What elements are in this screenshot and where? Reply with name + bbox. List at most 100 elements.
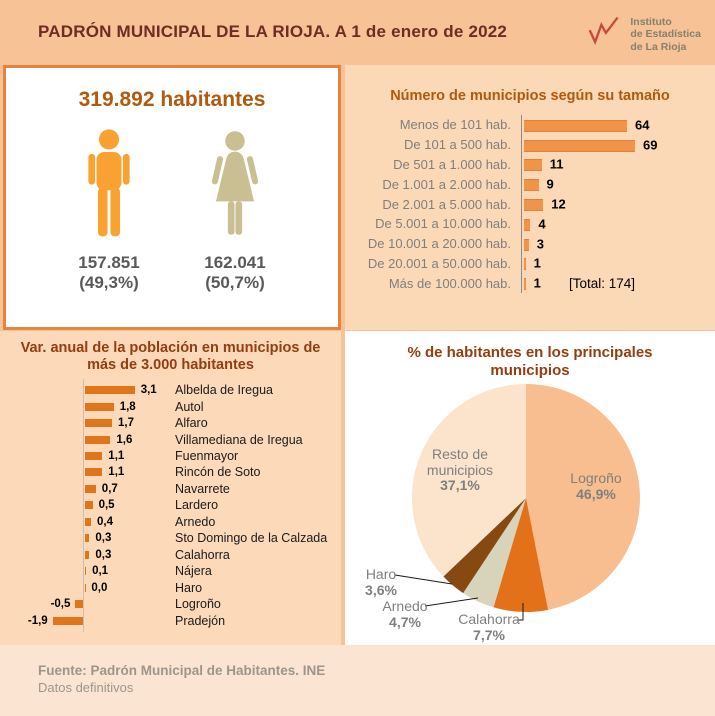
pie-slice-resto-de-municipios	[411, 384, 526, 577]
bar	[84, 468, 103, 477]
bar-row: De 1.001 a 2.000 hab. 9	[345, 174, 715, 195]
pie-leader-line	[424, 597, 479, 607]
footer: Fuente: Padrón Municipal de Habitantes. …	[0, 645, 715, 716]
bar-row: De 101 a 500 hab. 69	[345, 134, 715, 155]
bar-value-label: 3	[536, 236, 545, 252]
variation-chart-title: Var. anual de la población en municipios…	[20, 340, 321, 373]
bar-category-label: Pradejón	[175, 613, 226, 628]
bar-row: 1,8 Autol	[0, 398, 341, 414]
bar-category-label: Albelda de Iregua	[175, 383, 273, 398]
bar-row: 0,3 Sto Domingo de la Calzada	[0, 530, 341, 546]
bar-track: 1	[521, 273, 715, 294]
bar-row: 0,1 Nájera	[0, 563, 341, 579]
bar-value-label: 1,6	[116, 433, 133, 446]
bar	[524, 258, 526, 271]
bar-value-label: 12	[551, 196, 566, 212]
bar	[524, 278, 526, 291]
bar-category-label: Lardero	[175, 498, 219, 513]
logo-text: Instituto de Estadística de La Rioja	[630, 16, 701, 54]
bar	[84, 435, 111, 444]
bar-category-label: Alfaro	[175, 416, 208, 431]
bar-value-label: 69	[643, 137, 658, 153]
bar-category-label: De 20.001 a 50.000 hab.	[367, 255, 511, 271]
bar	[84, 501, 93, 510]
bar-category-label: De 501 a 1.000 hab.	[393, 156, 511, 172]
bar-value-label: 0,0	[91, 581, 108, 594]
pie-label-pct: 37,1%	[440, 477, 480, 493]
logo-line-2: de Estadística	[630, 28, 701, 41]
logo: Instituto de Estadística de La Rioja	[587, 13, 701, 56]
footer-source: Fuente: Padrón Municipal de Habitantes. …	[38, 663, 326, 678]
pie-leader-line	[394, 574, 453, 585]
pie-label-logro-o: Logroño 46,9%	[536, 470, 656, 502]
variation-chart-axis	[83, 379, 84, 632]
male-figure: 157.851 (49,3%)	[53, 128, 165, 293]
pie-chart-panel: % de habitantes en los principales munic…	[345, 331, 715, 645]
logo-line-1: Instituto	[630, 15, 672, 28]
male-pct: (49,3%)	[79, 273, 139, 292]
bar-value-label: 64	[635, 117, 650, 133]
bar-row: 1,6 Villamediana de Iregua	[0, 431, 341, 447]
bar-row: 0,4 Arnedo	[0, 514, 341, 530]
bar	[75, 600, 84, 609]
pie-label-pct: 3,6%	[365, 581, 397, 598]
bar	[524, 218, 531, 231]
footer-note: Datos definitivos	[38, 680, 134, 695]
bar	[524, 139, 635, 152]
bar	[524, 199, 544, 212]
bar-value-label: 11	[549, 156, 564, 172]
bar-value-label: 0,1	[92, 565, 109, 578]
bar-value-label: 3,1	[140, 384, 157, 397]
bar	[84, 386, 135, 395]
bar-row: 0,3 Calahorra	[0, 547, 341, 563]
pie-label-calahorra: Calahorra 7,7%	[443, 611, 535, 643]
size-chart-title: Número de municipios según su tamaño	[390, 88, 670, 104]
bar-row: 3,1 Albelda de Iregua	[0, 382, 341, 398]
bar-value-label: -0,5	[50, 598, 71, 611]
bar-row: De 5.001 a 10.000 hab. 4	[345, 213, 715, 234]
bar-track: 4	[521, 213, 715, 234]
pie-label-arnedo: Arnedo 4,7%	[373, 598, 437, 630]
bar-row: 1,7 Alfaro	[0, 415, 341, 431]
bar-track: 9	[521, 174, 715, 195]
bar-value-label: 0,4	[97, 515, 113, 528]
bar	[52, 616, 84, 625]
bar-row: 0,5 Lardero	[0, 497, 341, 513]
bar-value-label: 0,7	[101, 482, 118, 495]
bar	[524, 159, 542, 172]
bar-value-label: -1,9	[27, 614, 48, 627]
header: PADRÓN MUNICIPAL DE LA RIOJA. A 1 de ene…	[0, 0, 715, 65]
bar	[84, 534, 90, 543]
logo-line-3: de La Rioja	[630, 40, 687, 53]
bar	[524, 119, 627, 132]
bar-value-label: 1,1	[108, 450, 125, 463]
pie-chart	[394, 384, 640, 621]
pie-label-pct: 46,9%	[576, 485, 616, 502]
population-figures: 157.851 (49,3%) 162.041 (50,7%)	[6, 128, 338, 293]
bar-value-label: 1,1	[108, 466, 125, 479]
variation-chart-panel: Var. anual de la población en municipios…	[0, 331, 341, 645]
bar-category-label: De 10.001 a 20.000 hab.	[367, 236, 511, 252]
bar	[524, 238, 529, 251]
bar-track: 12	[521, 194, 715, 214]
bar-track: 1	[521, 253, 715, 274]
line-chart-logo-icon	[587, 13, 623, 56]
pie-slice-arnedo	[463, 498, 526, 608]
bar	[84, 583, 86, 592]
bar-category-label: Calahorra	[175, 547, 230, 562]
bar-category-label: Arnedo	[175, 514, 216, 529]
bar-row: De 2.001 a 5.000 hab. 12	[345, 194, 715, 214]
bar-category-label: Logroño	[175, 597, 221, 612]
bar-row: -0,5 Logroño	[0, 596, 341, 612]
bar-row: 1,1 Fuenmayor	[0, 448, 341, 464]
bar	[84, 402, 114, 411]
female-count: 162.041	[204, 253, 266, 272]
bar-row: De 20.001 a 50.000 hab. 1	[345, 253, 715, 274]
bar-category-label: Nájera	[175, 564, 212, 579]
bar-value-label: 1	[533, 275, 541, 291]
bar-value-label: 0,3	[95, 548, 112, 561]
bar-row: Menos de 101 hab. 64	[345, 115, 715, 135]
pie-slice-logro-o	[526, 384, 640, 610]
bar-value-label: 0,5	[98, 499, 115, 512]
